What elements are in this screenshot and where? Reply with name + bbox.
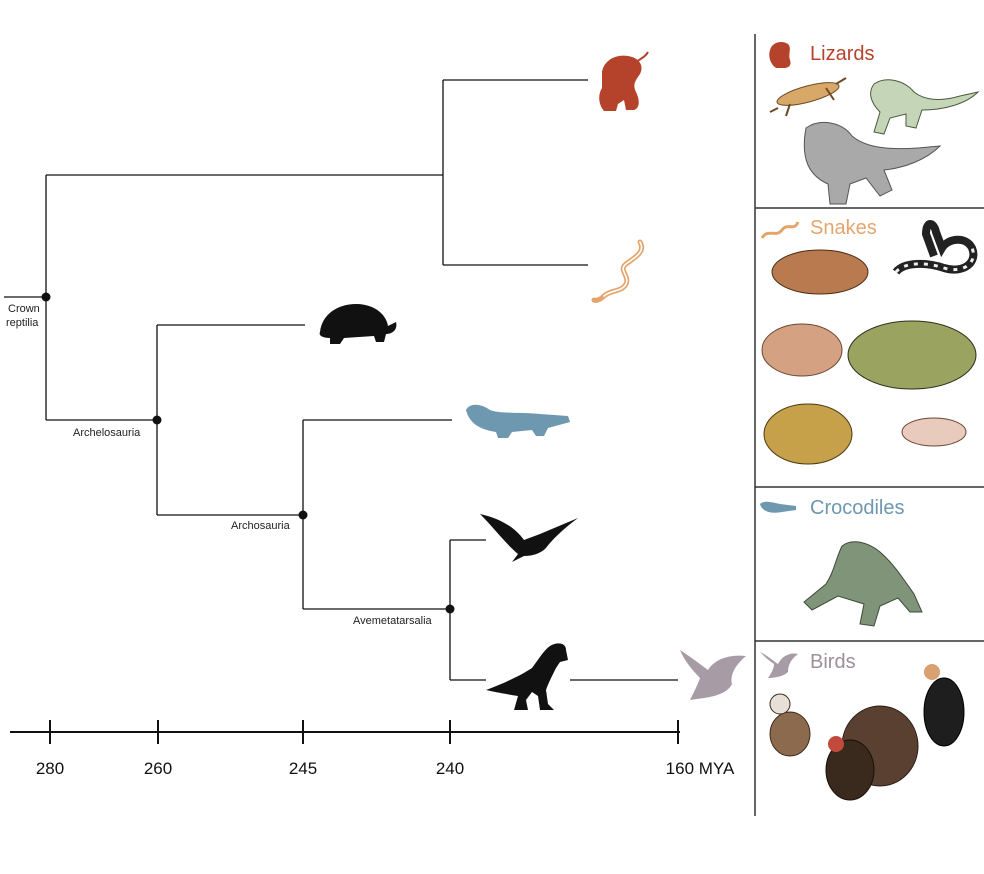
anaconda-illustration-icon — [847, 320, 977, 390]
snake-silhouette-icon — [591, 239, 644, 303]
gecko-illustration-icon — [769, 77, 847, 117]
bird-silhouette-icon — [680, 650, 746, 700]
tick-label-280: 280 — [36, 759, 64, 778]
label-crown-line2: reptilia — [6, 317, 39, 329]
snake-icon — [760, 221, 800, 239]
quail-illustration-icon — [769, 693, 811, 757]
lizard-icon — [769, 42, 791, 68]
label-avemetatarsalia: Avemetatarsalia — [353, 615, 433, 627]
panel-title-crocodiles: Crocodiles — [810, 497, 904, 519]
panel-title-lizards: Lizards — [810, 43, 874, 65]
bird-icon — [760, 652, 798, 678]
snake-illustration-3-icon — [901, 417, 967, 447]
panel-crocodiles: Crocodiles — [760, 497, 923, 627]
cobra-illustration-icon — [892, 220, 978, 275]
label-crown-reptilia: Crown reptilia — [6, 303, 43, 329]
tick-label-245: 245 — [289, 759, 317, 778]
node-archosauria — [298, 510, 308, 520]
panel-lizards: Lizards — [769, 42, 980, 205]
node-avemetatarsalia — [445, 604, 455, 614]
label-archelosauria: Archelosauria — [73, 427, 141, 439]
snake-illustration-1-icon — [771, 249, 869, 295]
panel-title-birds: Birds — [810, 651, 856, 673]
python-illustration-icon — [763, 403, 853, 465]
panel-title-snakes: Snakes — [810, 217, 877, 239]
dragon-lizard-illustration-icon — [870, 79, 980, 135]
tick-label-160: 160 MYA — [666, 759, 735, 778]
tree-nodes — [41, 292, 455, 614]
turtle-silhouette-icon — [319, 304, 397, 344]
lizard-silhouette-icon — [599, 51, 649, 111]
dinosaur-silhouette-icon — [486, 643, 568, 710]
panel-snakes: Snakes — [760, 217, 978, 465]
label-crown-line1: Crown — [8, 303, 40, 315]
node-archelosauria — [152, 415, 162, 425]
label-archosauria: Archosauria — [231, 520, 291, 532]
tree-branches — [4, 79, 678, 681]
komodo-illustration-icon — [803, 121, 942, 205]
tick-label-260: 260 — [144, 759, 172, 778]
tick-label-240: 240 — [436, 759, 464, 778]
crocodile-silhouette-icon — [466, 404, 570, 438]
pterosaur-silhouette-icon — [480, 514, 578, 562]
snake-illustration-2-icon — [761, 323, 843, 377]
panel-birds: Birds — [760, 651, 965, 801]
turkey-illustration-icon — [825, 705, 919, 801]
crocodile-icon — [760, 501, 796, 513]
timeline-axis: 280 260 245 240 160 MYA — [10, 720, 735, 778]
node-crown-reptilia — [41, 292, 51, 302]
crocodile-illustration-icon — [803, 541, 923, 627]
legend-panels: Lizards Snakes — [754, 34, 984, 816]
condor-illustration-icon — [923, 664, 965, 747]
